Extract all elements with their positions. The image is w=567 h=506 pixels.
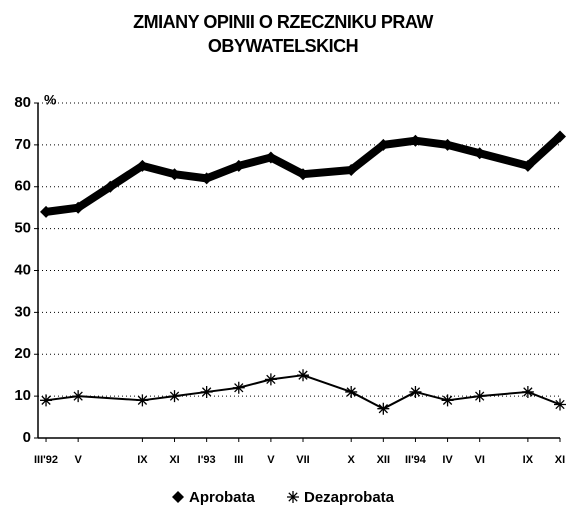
x-tick-label: IV: [442, 454, 453, 466]
y-tick-label: 40: [14, 261, 31, 278]
y-tick-label: 70: [14, 136, 31, 153]
x-tick-label: VI: [474, 454, 484, 466]
x-tick-label: II'94: [405, 454, 427, 466]
x-tick-label: XI: [169, 454, 179, 466]
marker: [72, 201, 85, 214]
marker: [377, 402, 390, 415]
marker: [136, 159, 149, 172]
marker: [168, 168, 181, 181]
line: [45, 133, 563, 216]
x-tick-label: IX: [523, 454, 534, 466]
marker: [200, 385, 213, 398]
marker: [232, 381, 245, 394]
marker: [521, 385, 534, 398]
marker: [168, 390, 181, 403]
marker: [377, 138, 390, 151]
marker: [409, 134, 422, 147]
y-tick-label: 0: [23, 429, 31, 446]
marker: [473, 147, 486, 160]
legend-marker: [287, 491, 299, 503]
marker: [409, 385, 422, 398]
marker: [521, 159, 534, 172]
x-tick-label: I'93: [198, 454, 216, 466]
marker: [136, 394, 149, 407]
x-tick-label: XI: [555, 454, 565, 466]
legend-marker: [172, 491, 184, 503]
x-tick-label: III: [234, 454, 243, 466]
marker: [345, 164, 358, 176]
x-tick-label: X: [348, 454, 356, 466]
chart-title: ZMIANY OPINII O RZECZNIKU PRAW OBYWATELS…: [133, 12, 433, 56]
x-tick-label: III'92: [34, 454, 58, 466]
y-tick-label: 60: [14, 178, 31, 195]
marker: [297, 168, 310, 181]
marker: [345, 385, 358, 398]
marker: [232, 159, 245, 172]
x-tick-label: V: [267, 454, 275, 466]
x-tick-label: IX: [137, 454, 148, 466]
x-tick-label: XII: [377, 454, 390, 466]
marker: [72, 390, 85, 403]
y-tick-label: 20: [14, 345, 31, 362]
marker: [554, 398, 566, 411]
marker: [200, 172, 213, 185]
y-tick-label: 50: [14, 220, 31, 237]
y-unit: %: [44, 92, 57, 108]
x-tick-label: V: [74, 454, 82, 466]
marker: [473, 390, 486, 403]
marker: [104, 180, 117, 193]
marker: [264, 151, 277, 164]
y-tick-label: 10: [14, 387, 31, 404]
marker: [554, 130, 566, 143]
legend-label: Aprobata: [189, 489, 255, 506]
y-tick-label: 30: [14, 303, 31, 320]
marker: [297, 369, 310, 382]
marker: [40, 205, 53, 218]
y-tick-label: 80: [14, 94, 31, 111]
marker: [441, 394, 454, 407]
marker: [264, 373, 277, 386]
legend-label: Dezaprobata: [304, 489, 395, 506]
x-tick-label: VII: [296, 454, 309, 466]
marker: [441, 138, 454, 151]
marker: [40, 394, 53, 407]
